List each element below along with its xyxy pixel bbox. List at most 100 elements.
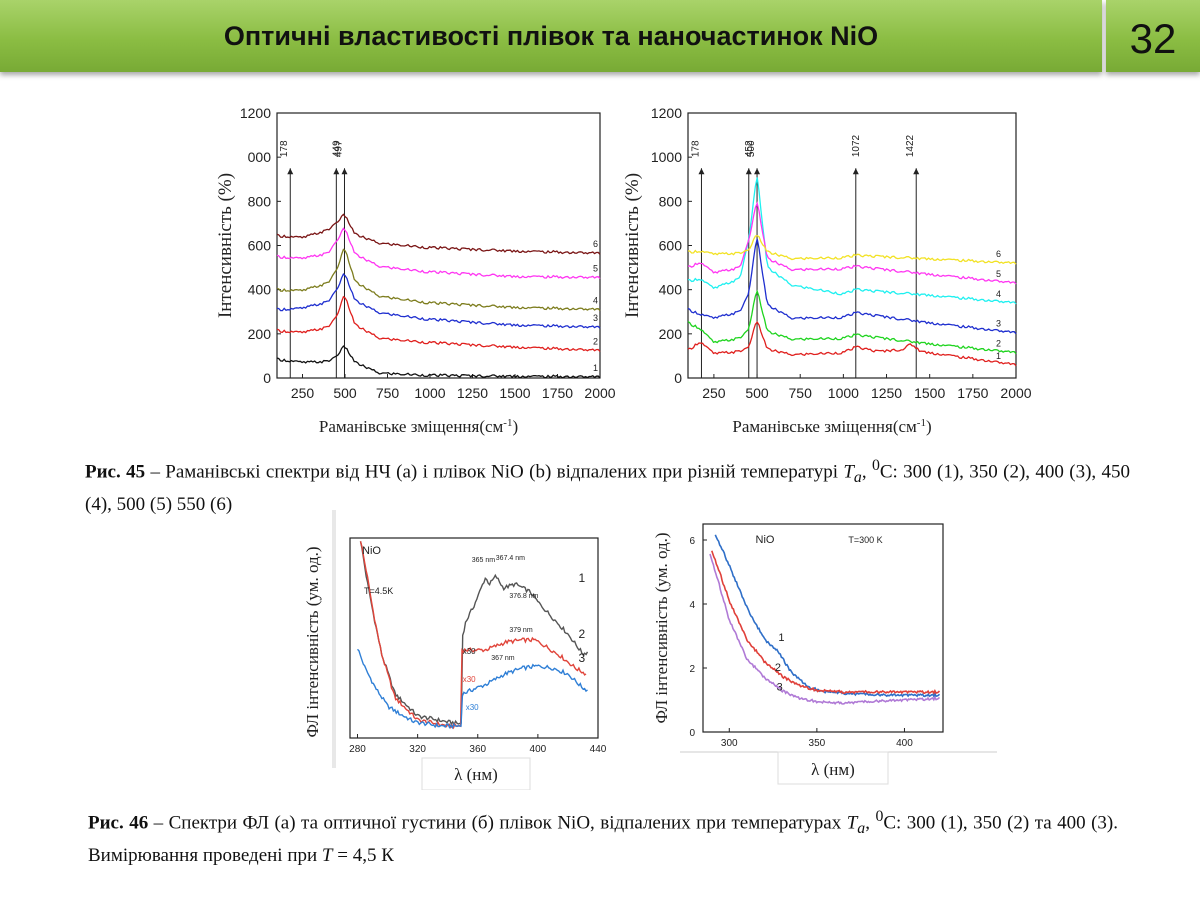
plot-frame: [702, 523, 944, 733]
plot-frame: [276, 112, 601, 379]
scale-factor-label: x30: [463, 647, 476, 656]
x-tick-label: 1000: [828, 385, 859, 401]
x-tick-label: 1500: [914, 385, 945, 401]
series-label-3: 3: [777, 681, 783, 693]
caption-symbol: T: [321, 845, 333, 867]
series-line-2: [687, 289, 1017, 355]
peak-marker-arrow: [341, 168, 348, 175]
y-tick-label: 400: [659, 282, 683, 298]
caption-subscript: a: [857, 820, 866, 838]
plot-frame: [349, 537, 599, 739]
caption-text: C: 300 (1), 350 (2) та 400 (3). Вимірюва…: [88, 812, 1118, 867]
peak-marker-label: 1072: [851, 134, 862, 157]
series-line-5: [687, 201, 1017, 285]
material-label: NiO: [362, 545, 381, 557]
figure-45-caption: Рис. 45 – Раманівські спектри від НЧ (а)…: [85, 452, 1130, 518]
caption-superscript: 0: [875, 808, 884, 825]
series-label-2: 2: [578, 627, 585, 641]
caption-text: ,: [865, 812, 876, 834]
temperature-label: T=4.5K: [364, 586, 393, 596]
x-tick-label: 1500: [499, 385, 530, 401]
x-axis-label-box: [421, 757, 531, 790]
x-tick-label: 400: [530, 744, 547, 755]
series-line-3: [276, 273, 601, 329]
panel-edge: [332, 510, 336, 768]
series-line-6: [687, 235, 1017, 265]
x-tick-label: 250: [291, 385, 315, 401]
peak-marker-label: 1422: [905, 134, 916, 157]
slide-title: Оптичні властивості плівок та наночастин…: [223, 21, 879, 51]
x-tick-label: 750: [376, 385, 400, 401]
y-axis-label: Інтенсивність (%): [622, 173, 643, 318]
series-label-4: 4: [996, 289, 1001, 299]
peak-marker-arrow: [745, 168, 752, 175]
y-tick-label: 0: [674, 370, 682, 386]
figure-45-label: Рис. 45: [85, 461, 146, 483]
caption-symbol: T: [846, 812, 858, 834]
series-label-1: 1: [593, 363, 598, 373]
peak-label: 365 nm: [472, 557, 496, 564]
x-tick-label: 500: [745, 385, 769, 401]
peak-label: 367 nm: [491, 655, 515, 662]
peak-label: 379 nm: [509, 627, 533, 634]
temperature-label: T=300 K: [848, 535, 882, 545]
x-tick-label: 1250: [457, 385, 488, 401]
series-line-1: [276, 345, 601, 379]
x-tick-label: 400: [896, 738, 913, 749]
peak-marker-label: 497: [333, 140, 344, 157]
pl-chart-b: 300 350 400 0 2 4 6 NiO T=300 K 1 2 3 ФЛ інтенсивніс…: [652, 523, 997, 785]
series-line-5: [276, 227, 601, 280]
x-axis-label: λ (нм): [811, 760, 855, 779]
y-tick-label: 1200: [651, 105, 682, 121]
peak-marker-label: 452: [744, 140, 755, 157]
x-axis-label: Раманівське зміщення(см-1): [732, 417, 931, 436]
caption-superscript: 0: [871, 457, 880, 474]
series-line-4: [276, 248, 601, 312]
caption-text: C: 300 (1), 350 (2), 400 (3), 450 (4), 5…: [85, 461, 1130, 516]
x-axis-label-box: [777, 751, 889, 785]
series-label-5: 5: [996, 269, 1001, 279]
y-axis-label: ФЛ інтенсивність (ум. од.): [303, 546, 322, 737]
peak-marker-label: 178: [279, 140, 290, 157]
series-line-1: [687, 320, 1017, 367]
y-tick-label: 400: [248, 282, 272, 298]
series-label-1: 1: [778, 632, 784, 644]
y-tick-label: 2: [689, 664, 695, 675]
series-label-2: 2: [996, 339, 1001, 349]
y-tick-label: 600: [248, 238, 272, 254]
y-tick-label: 800: [248, 193, 272, 209]
peak-marker-arrow: [913, 168, 920, 175]
peak-marker-label: 500: [746, 140, 757, 157]
series-line-3: [687, 238, 1017, 335]
y-tick-label: 000: [248, 149, 272, 165]
peak-label: 367.4 nm: [496, 555, 525, 562]
y-tick-label: 0: [689, 728, 695, 739]
y-axis-label: Інтенсивність (%): [215, 173, 236, 318]
x-axis-label: Раманівське зміщення(см-1): [319, 417, 518, 436]
series-line-4: [687, 177, 1017, 305]
peak-label: 376.8 nm: [509, 593, 538, 600]
y-tick-label: 6: [689, 536, 695, 547]
series-line-3: [356, 648, 588, 730]
peak-marker-label: 178: [690, 140, 701, 157]
series-label-6: 6: [996, 249, 1001, 259]
y-tick-label: 0: [263, 370, 271, 386]
x-tick-label: 360: [469, 744, 486, 755]
peak-marker-arrow: [698, 168, 705, 175]
series-label-5: 5: [593, 264, 598, 274]
y-tick-label: 1000: [651, 149, 682, 165]
scale-factor-label: x30: [463, 675, 476, 684]
x-tick-label: 2000: [1000, 385, 1031, 401]
y-tick-label: 1200: [240, 105, 271, 121]
peak-marker-arrow: [333, 168, 340, 175]
raman-chart-b: 250 500 750 1000 1250 1500 1750 200002004006008…: [622, 105, 1032, 436]
x-axis-label: λ (нм): [454, 765, 498, 784]
y-tick-label: 200: [248, 326, 272, 342]
caption-text: ,: [861, 461, 872, 483]
series-line-3: [709, 553, 941, 706]
slide-number: 32: [1129, 15, 1177, 62]
y-tick-label: 4: [689, 600, 695, 611]
series-label-4: 4: [593, 296, 598, 306]
x-tick-label: 500: [333, 385, 357, 401]
slide-number-box: 32: [1106, 0, 1200, 72]
